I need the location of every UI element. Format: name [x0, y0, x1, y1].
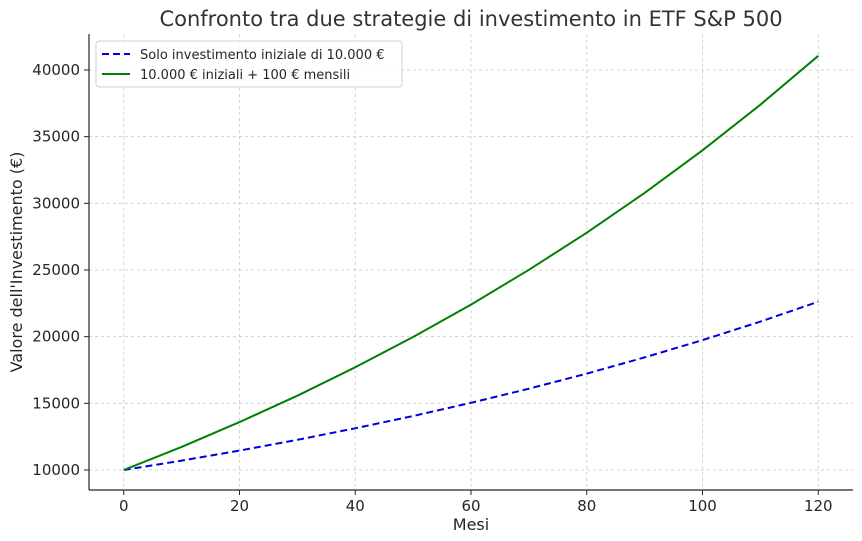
x-tick-label: 80 — [577, 497, 596, 515]
y-tick-label: 25000 — [32, 261, 80, 279]
x-tick-label: 60 — [461, 497, 480, 515]
legend-label-monthly: 10.000 € iniziali + 100 € mensili — [140, 68, 350, 83]
legend-label-initial-only: Solo investimento iniziale di 10.000 € — [140, 48, 385, 63]
y-tick-label: 30000 — [32, 194, 80, 212]
x-tick-label: 0 — [119, 497, 129, 515]
x-tick-label: 20 — [230, 497, 249, 515]
chart-title: Confronto tra due strategie di investime… — [159, 7, 782, 31]
y-tick-label: 40000 — [32, 61, 80, 79]
y-axis-label: Valore dell'Investimento (€) — [7, 152, 26, 373]
grid — [89, 34, 853, 490]
tick-labels: 0 20 40 60 80 100 120 10000 15000 20000 25000 30000… — [32, 61, 832, 515]
series-lines — [123, 55, 819, 471]
y-tick-label: 10000 — [32, 461, 80, 479]
axes — [84, 34, 853, 495]
x-tick-label: 120 — [804, 497, 833, 515]
x-tick-label: 40 — [346, 497, 365, 515]
legend-box — [95, 40, 403, 88]
y-tick-label: 35000 — [32, 128, 80, 146]
y-tick-label: 20000 — [32, 328, 80, 346]
x-axis-label: Mesi — [453, 515, 489, 534]
series-line-initial-only — [123, 300, 819, 471]
legend: Solo investimento iniziale di 10.000 € 1… — [95, 40, 403, 88]
series-line-monthly — [123, 55, 819, 471]
x-tick-label: 100 — [688, 497, 717, 515]
y-tick-label: 15000 — [32, 394, 80, 412]
